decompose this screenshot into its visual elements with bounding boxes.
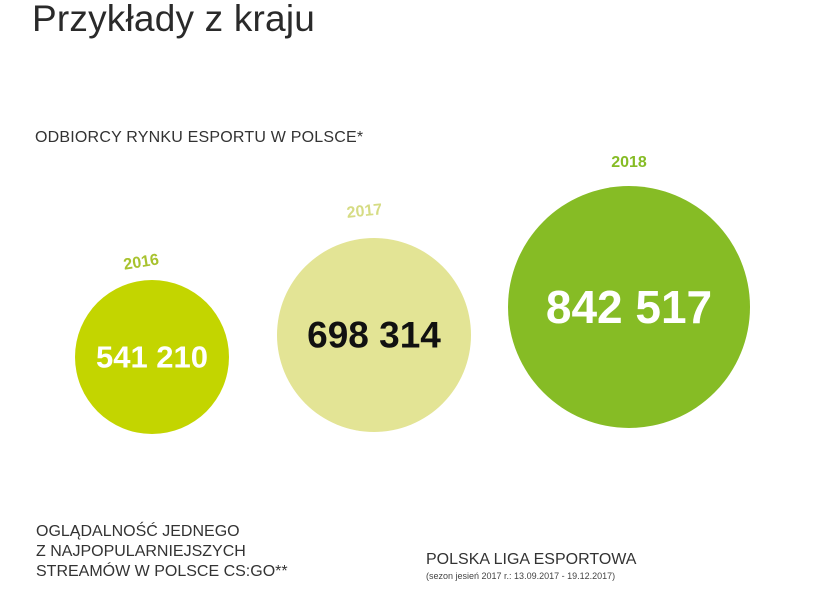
note-polska-liga-title: POLSKA LIGA ESPORTOWA — [426, 551, 637, 568]
note-polska-liga-season: (sezon jesień 2017 r.: 13.09.2017 - 19.1… — [426, 571, 616, 581]
value-label-2018: 842 517 — [546, 281, 712, 333]
note-left-line-2: Z NAJPOPULARNIEJSZYCH — [36, 543, 246, 560]
bubble-2016 — [75, 280, 229, 434]
year-label-2018: 2018 — [611, 154, 647, 171]
year-label-2017: 2017 — [346, 201, 383, 222]
page-title: Przykłady z kraju — [32, 0, 316, 39]
bubble-2018 — [508, 186, 750, 428]
note-cs-go-viewership: OGLĄDALNOŚĆ JEDNEGO Z NAJPOPULARNIEJSZYC… — [36, 522, 288, 582]
year-label-2016: 2016 — [122, 251, 160, 273]
note-left-line-1: OGLĄDALNOŚĆ JEDNEGO — [36, 523, 240, 540]
bubble-2017 — [277, 238, 471, 432]
note-left-line-3: STREAMÓW W POLSCE CS:GO** — [36, 563, 288, 580]
value-label-2017: 698 314 — [307, 315, 441, 356]
value-label-2016: 541 210 — [96, 340, 208, 375]
section-title: ODBIORCY RYNKU ESPORTU W POLSCE* — [35, 129, 364, 146]
